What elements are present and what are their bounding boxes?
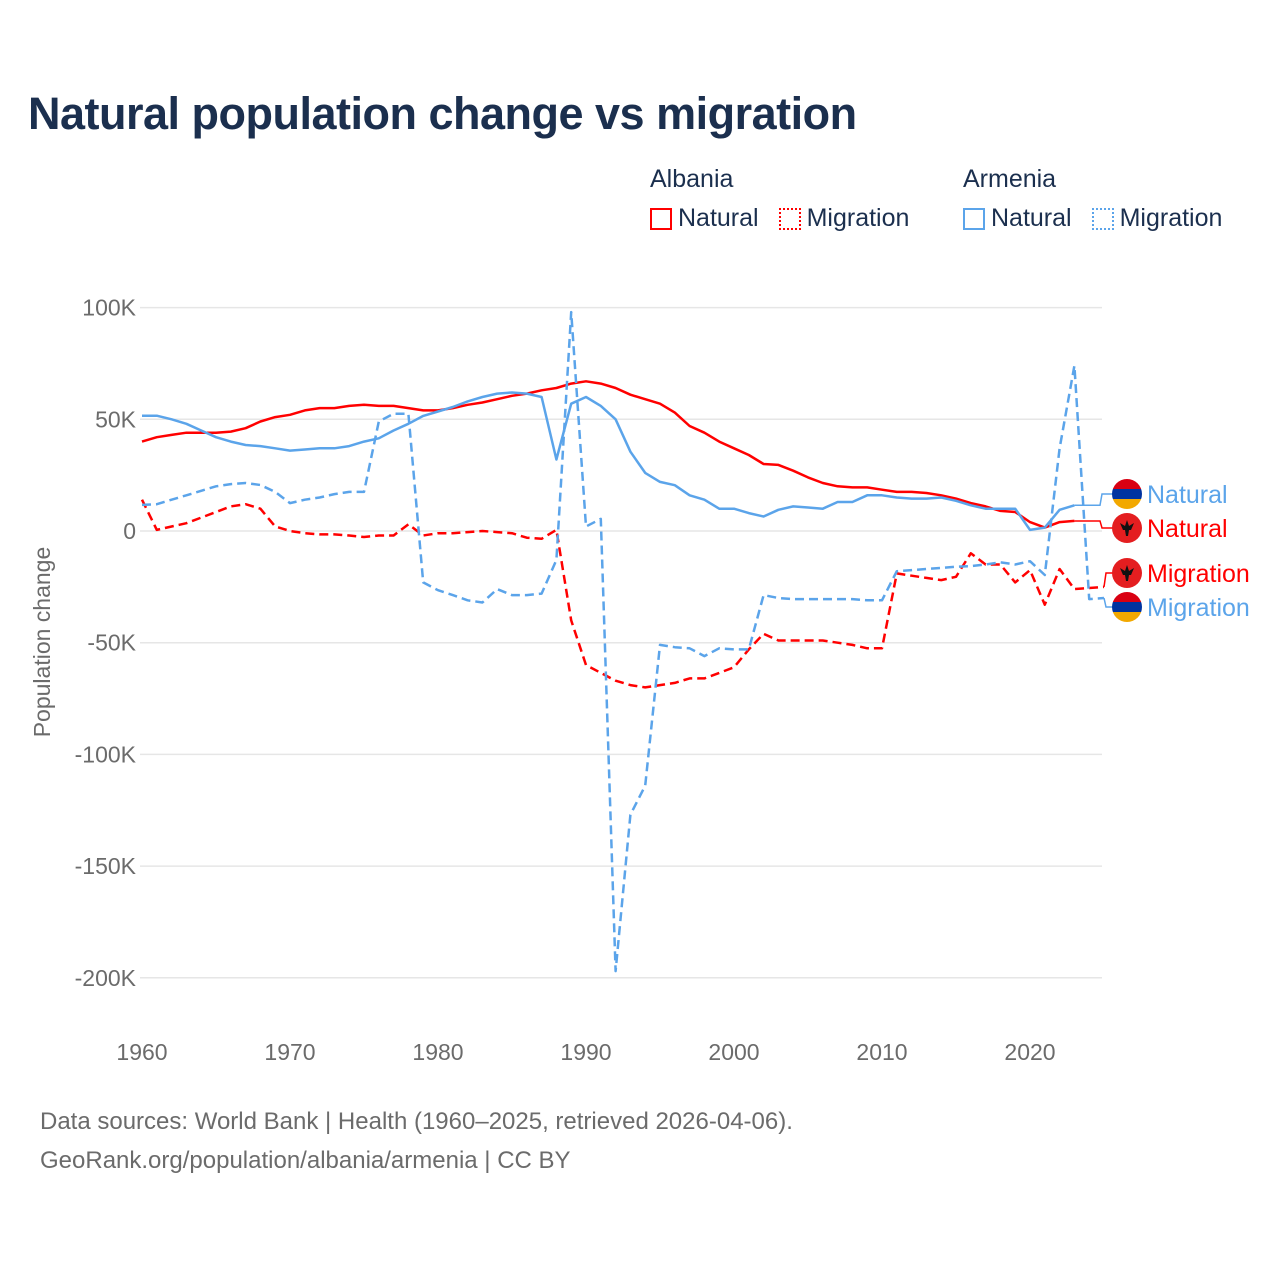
legend-item-albania-migration[interactable]: Migration: [778, 204, 910, 233]
x-tick-label: 2020: [1004, 1039, 1055, 1065]
label-connector: [1074, 520, 1113, 529]
legend-swatch-solid: [963, 207, 985, 230]
series-line-albania-migration: [140, 499, 1105, 689]
y-tick-label: -100K: [75, 741, 137, 767]
albania-flag-icon: [1112, 513, 1142, 543]
chart-title: Natural population change vs migration: [28, 88, 857, 139]
x-tick-label: 1990: [560, 1039, 611, 1065]
albania-flag-icon: [1112, 558, 1142, 588]
footer-link[interactable]: GeoRank.org/population/albania/armenia |…: [40, 1147, 571, 1174]
y-tick-label: 0: [123, 518, 136, 544]
label-connector: [1103, 572, 1113, 587]
label-connector: [1103, 597, 1113, 608]
end-label: Natural: [1147, 481, 1228, 509]
footer-sources: Data sources: World Bank | Health (1960–…: [40, 1108, 793, 1135]
legend-group-armenia: Armenia Natural Migration: [963, 162, 1222, 233]
x-tick-label: 1960: [116, 1039, 167, 1065]
series-line-albania-natural: [141, 380, 1075, 529]
x-tick-label: 2010: [856, 1039, 907, 1065]
label-connector: [1074, 493, 1113, 507]
y-tick-label: -200K: [75, 965, 137, 991]
y-tick-label: 50K: [95, 406, 137, 432]
series-line-armenia-migration: [141, 310, 1105, 973]
x-tick-label: 2000: [708, 1039, 759, 1065]
legend-group-albania: Albania Natural Migration: [650, 162, 909, 233]
armenia-flag-icon: [1112, 592, 1142, 622]
legend-label: Migration: [1119, 204, 1223, 232]
legend-label: Migration: [806, 204, 910, 232]
series-line-armenia-natural: [142, 391, 1075, 532]
end-label: Migration: [1147, 594, 1250, 622]
y-tick-label: -50K: [87, 630, 136, 656]
end-label: Natural: [1147, 515, 1228, 543]
legend-label: Natural: [678, 204, 759, 232]
y-tick-label: -150K: [75, 853, 137, 879]
legend-country: Armenia: [963, 165, 1057, 193]
legend-swatch-solid: [650, 207, 672, 230]
x-tick-label: 1980: [412, 1039, 463, 1065]
legend-country: Albania: [650, 165, 734, 193]
legend-item-armenia-migration[interactable]: Migration: [1091, 204, 1223, 233]
y-tick-label: 100K: [82, 295, 136, 321]
armenia-flag-icon: [1112, 479, 1142, 509]
legend-item-armenia-natural[interactable]: Natural: [963, 204, 1072, 233]
legend-item-albania-natural[interactable]: Natural: [650, 204, 759, 233]
x-tick-label: 1970: [264, 1039, 315, 1065]
legend-swatch-dotted: [1091, 207, 1114, 230]
legend-label: Natural: [991, 204, 1072, 232]
end-label: Migration: [1147, 560, 1250, 588]
legend-swatch-dotted: [778, 207, 801, 230]
y-axis-label: Population change: [29, 547, 55, 738]
